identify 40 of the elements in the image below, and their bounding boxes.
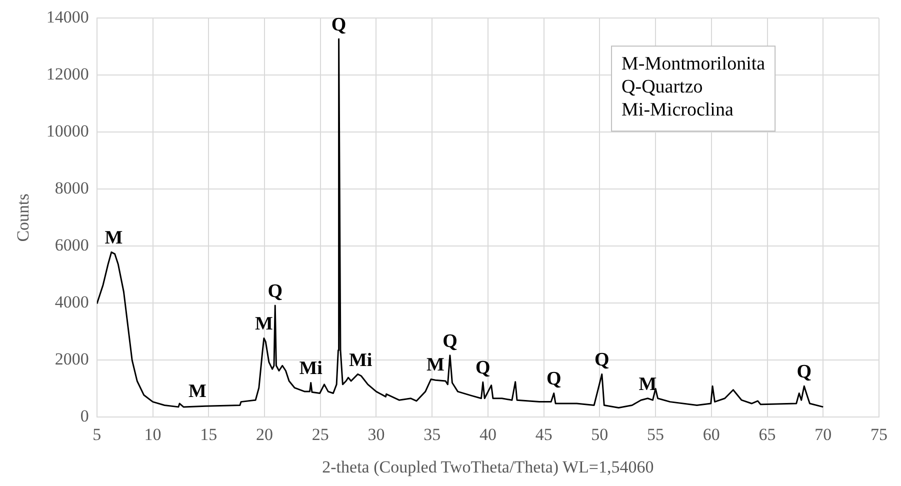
x-tick-label: 30: [368, 424, 385, 444]
annotation: M: [254, 314, 273, 335]
x-tick-label: 65: [758, 424, 776, 444]
x-tick-label: 50: [591, 424, 608, 444]
annotation: M: [426, 354, 444, 376]
annotation: Q: [594, 350, 610, 371]
annotation: M-Montmorilonita Q-Quartzo Mi-Microclina: [622, 54, 766, 121]
x-tick-label: 40: [479, 424, 496, 444]
y-axis-title: Counts: [14, 194, 33, 242]
y-tick-label: 8000: [54, 178, 89, 198]
y-tick-label: 10000: [46, 122, 89, 141]
annotation: Mi: [299, 358, 322, 380]
annotation: Mi: [348, 350, 372, 371]
annotation: M: [188, 381, 206, 402]
y-tick-label: 2000: [54, 350, 89, 369]
x-tick-label: 55: [647, 424, 664, 444]
annotation: Q: [796, 362, 812, 383]
x-axis-title: 2-theta (Coupled TwoTheta/Theta) WL=1,54060: [322, 457, 654, 476]
y-tick-label: 14000: [46, 8, 89, 27]
annotation: Q: [268, 280, 282, 302]
x-tick-label: 10: [144, 424, 162, 444]
x-tick-label: 15: [200, 424, 218, 444]
y-tick-label: 4000: [54, 292, 89, 312]
x-tick-label: 45: [535, 424, 552, 444]
x-tick-label: 20: [256, 424, 273, 444]
y-tick-label: 12000: [46, 64, 89, 84]
x-tick-label: 25: [312, 424, 329, 444]
annotation: Q: [331, 14, 346, 36]
x-tick-label: 70: [814, 424, 832, 444]
annotation: Q: [476, 358, 490, 379]
x-tick-label: 75: [870, 424, 888, 444]
annotation: Q: [546, 368, 562, 390]
y-tick-label: 0: [80, 406, 89, 426]
x-tick-label: 35: [424, 424, 441, 444]
annotation: Q: [442, 330, 458, 352]
y-tick-label: 6000: [54, 236, 89, 255]
annotation: M: [104, 228, 123, 249]
annotation: M: [638, 374, 657, 395]
x-tick-label: 60: [702, 424, 720, 444]
x-tick-label: 5: [92, 424, 102, 444]
